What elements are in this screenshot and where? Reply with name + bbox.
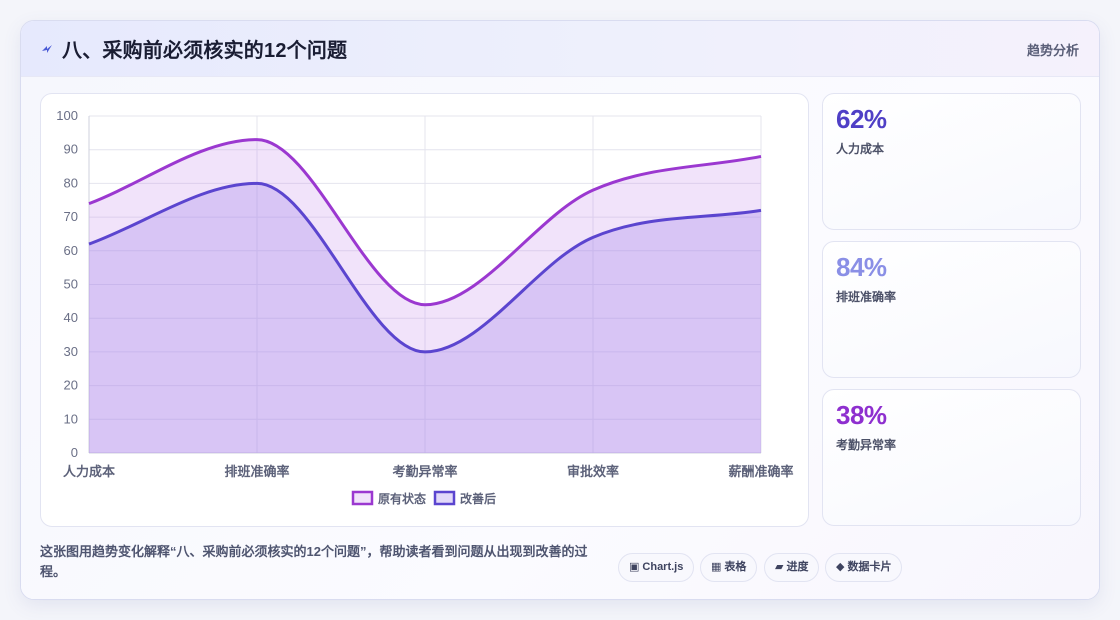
chip-label: Chart.js xyxy=(642,561,684,573)
legend-label-original: 原有状态 xyxy=(378,491,426,506)
x-tick-label: 人力成本 xyxy=(63,464,115,479)
kpi-value: 62% xyxy=(836,104,887,134)
chip-progress[interactable]: ▰ 进度 xyxy=(764,553,820,582)
card-header: 八、采购前必须核实的12个问题 趋势分析 xyxy=(21,21,1099,77)
x-tick-label: 薪酬准确率 xyxy=(728,464,793,479)
kpi-card-labor-cost: 62% 人力成本 xyxy=(822,93,1081,230)
y-tick-label: 90 xyxy=(64,142,78,157)
kpi-label: 考勤异常率 xyxy=(836,438,897,452)
lightning-icon xyxy=(42,45,52,53)
series-line-original xyxy=(88,138,762,307)
series-line-improved xyxy=(88,181,762,354)
kpi-value: 84% xyxy=(836,252,887,282)
content-area: 0 10 20 30 40 50 60 70 80 90 100 人力成本 排班准确率 考勤异常率 审批效率… xyxy=(21,77,1099,599)
kpi-card-attendance-anomaly: 38% 考勤异常率 xyxy=(822,389,1081,526)
x-tick-label: 审批效率 xyxy=(567,464,619,479)
section-tag: 趋势分析 xyxy=(1026,43,1079,58)
legend-swatch-original xyxy=(351,490,374,506)
page-title: 八、采购前必须核实的12个问题 xyxy=(62,40,348,62)
y-tick-label: 60 xyxy=(64,243,78,258)
kpi-value: 38% xyxy=(836,400,887,430)
chip-label: 数据卡片 xyxy=(847,561,892,573)
chart-caption: 这张图用趋势变化解释“八、采购前必须核实的12个问题”，帮助读者看到问题从出现到… xyxy=(40,544,588,579)
y-tick-label: 0 xyxy=(71,445,78,460)
kpi-label: 排班准确率 xyxy=(836,290,897,304)
x-tick-label: 考勤异常率 xyxy=(392,464,457,479)
kpi-card-schedule-accuracy: 84% 排班准确率 xyxy=(822,241,1081,378)
y-tick-label: 50 xyxy=(64,277,78,292)
legend-swatch-improved xyxy=(433,490,456,506)
series-area-original xyxy=(89,139,761,453)
kpi-label: 人力成本 xyxy=(836,142,885,156)
area-chart: 0 10 20 30 40 50 60 70 80 90 100 人力成本 排班准确率 考勤异常率 审批效率… xyxy=(56,108,793,506)
y-tick-label: 40 xyxy=(64,310,78,325)
chip-label: 表格 xyxy=(724,561,747,573)
chip-table[interactable]: ▦ 表格 xyxy=(700,553,758,582)
chart-icon: ▣ xyxy=(629,561,640,573)
report-card: 八、采购前必须核实的12个问题 趋势分析 0 10 20 30 40 50 60 70 80 90… xyxy=(20,20,1100,600)
progress-icon: ▰ xyxy=(775,561,784,573)
table-icon: ▦ xyxy=(711,561,722,573)
chart-panel: 0 10 20 30 40 50 60 70 80 90 100 人力成本 排班准确率 考勤异常率 审批效率… xyxy=(40,93,809,527)
y-tick-label: 10 xyxy=(64,411,78,426)
y-tick-label: 80 xyxy=(64,175,78,190)
y-tick-label: 20 xyxy=(64,378,78,393)
chip-chartjs[interactable]: ▣ Chart.js xyxy=(618,553,695,582)
x-tick-label: 排班准确率 xyxy=(224,464,289,479)
chip-data-card[interactable]: ◆ 数据卡片 xyxy=(825,553,903,582)
y-tick-label: 70 xyxy=(64,209,78,224)
y-tick-label: 30 xyxy=(64,344,78,359)
chip-label: 进度 xyxy=(786,561,809,573)
legend-label-improved: 改善后 xyxy=(460,491,496,506)
diamond-icon: ◆ xyxy=(836,561,845,573)
y-tick-label: 100 xyxy=(56,108,78,123)
series-area-improved xyxy=(89,183,761,453)
